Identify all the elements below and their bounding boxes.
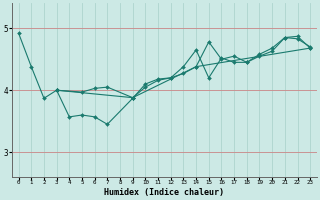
X-axis label: Humidex (Indice chaleur): Humidex (Indice chaleur) [104, 188, 224, 197]
